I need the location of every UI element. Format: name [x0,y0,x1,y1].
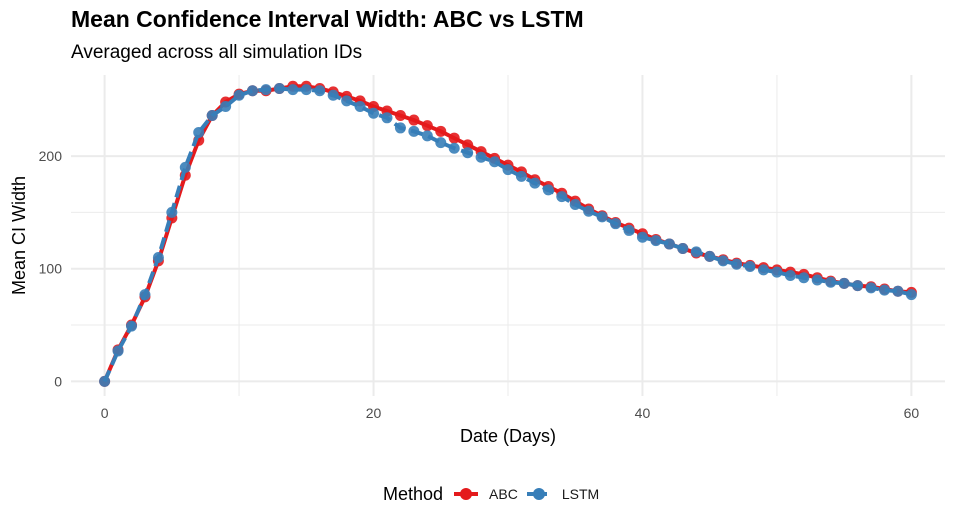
series-group [99,80,917,387]
data-point-lstm [99,375,111,387]
legend-item-lstm: LSTM [526,484,599,504]
data-point-lstm [435,137,447,149]
data-point-lstm [408,125,420,137]
data-point-lstm [179,161,191,173]
data-point-lstm [341,95,353,107]
data-point-lstm [247,85,259,97]
data-point-abc [408,114,420,126]
data-point-lstm [865,282,877,294]
data-point-lstm [502,164,514,176]
data-point-lstm [771,266,783,278]
data-point-lstm [381,112,393,124]
data-point-lstm [596,211,608,223]
data-point-lstm [475,151,487,163]
y-axis-title: Mean CI Width [9,176,29,295]
data-point-abc [421,120,433,132]
data-point-lstm [852,280,864,292]
data-point-abc [462,139,474,151]
chart-title: Mean Confidence Interval Width: ABC vs L… [71,6,584,32]
data-point-lstm [529,177,541,189]
data-point-lstm [327,89,339,101]
data-point-lstm [583,205,595,217]
data-point-lstm [569,199,581,211]
data-point-lstm [166,206,178,218]
data-point-lstm [394,122,406,134]
data-point-lstm [368,107,380,119]
legend-key-abc [454,488,479,500]
data-point-lstm [152,251,164,263]
data-point-lstm [233,89,245,101]
data-point-lstm [610,218,622,230]
axis-labels: 0 20 40 60 0 100 200 Date (Days) Mean CI Width [9,148,919,446]
data-point-lstm [757,264,769,276]
legend-label-lstm: LSTM [561,486,600,502]
data-point-lstm [636,231,648,243]
x-tick-label: 60 [904,405,920,421]
x-axis-title: Date (Days) [460,426,556,446]
legend-label-abc: ABC [489,486,518,502]
data-point-lstm [623,224,635,236]
data-point-lstm [139,289,151,301]
data-point-lstm [300,84,312,96]
data-point-lstm [663,238,675,250]
grid-lines [71,75,945,396]
data-point-lstm [784,269,796,281]
data-point-lstm [489,156,501,168]
data-point-lstm [314,85,326,97]
data-point-lstm [273,83,285,95]
data-point-lstm [112,345,124,357]
data-point-lstm [717,255,729,267]
data-point-lstm [838,277,850,289]
legend: Method ABC LSTM [383,482,607,506]
y-tick-label: 0 [54,373,62,389]
data-point-lstm [878,284,890,296]
data-point-lstm [287,84,299,96]
data-point-lstm [462,147,474,159]
data-point-lstm [677,242,689,254]
data-point-abc [394,110,406,122]
data-point-lstm [193,126,205,138]
legend-key-lstm [526,488,551,500]
data-point-lstm [798,272,810,284]
data-point-lstm [704,250,716,262]
legend-item-abc: ABC [453,484,518,504]
data-point-lstm [556,191,568,203]
data-point-lstm [905,289,917,301]
data-point-lstm [825,276,837,288]
data-point-lstm [260,84,272,96]
data-point-lstm [892,285,904,297]
y-tick-label: 100 [39,261,63,277]
data-point-lstm [354,101,366,113]
data-point-lstm [220,101,232,113]
data-point-lstm [744,260,756,272]
legend-title: Method [383,483,444,504]
data-point-lstm [126,320,138,332]
y-tick-label: 200 [39,148,63,164]
data-point-lstm [650,235,662,247]
chart-subtitle: Averaged across all simulation IDs [71,42,363,63]
data-point-lstm [448,142,460,154]
data-point-lstm [690,246,702,258]
data-point-lstm [421,130,433,142]
series-lstm [99,83,917,387]
data-point-lstm [811,274,823,286]
data-point-lstm [731,258,743,270]
data-point-lstm [206,110,218,122]
x-tick-label: 40 [635,405,651,421]
x-tick-label: 0 [101,405,109,421]
data-point-abc [448,132,460,144]
x-tick-label: 20 [366,405,382,421]
data-point-abc [435,125,447,137]
data-point-lstm [515,170,527,182]
data-point-lstm [542,184,554,196]
